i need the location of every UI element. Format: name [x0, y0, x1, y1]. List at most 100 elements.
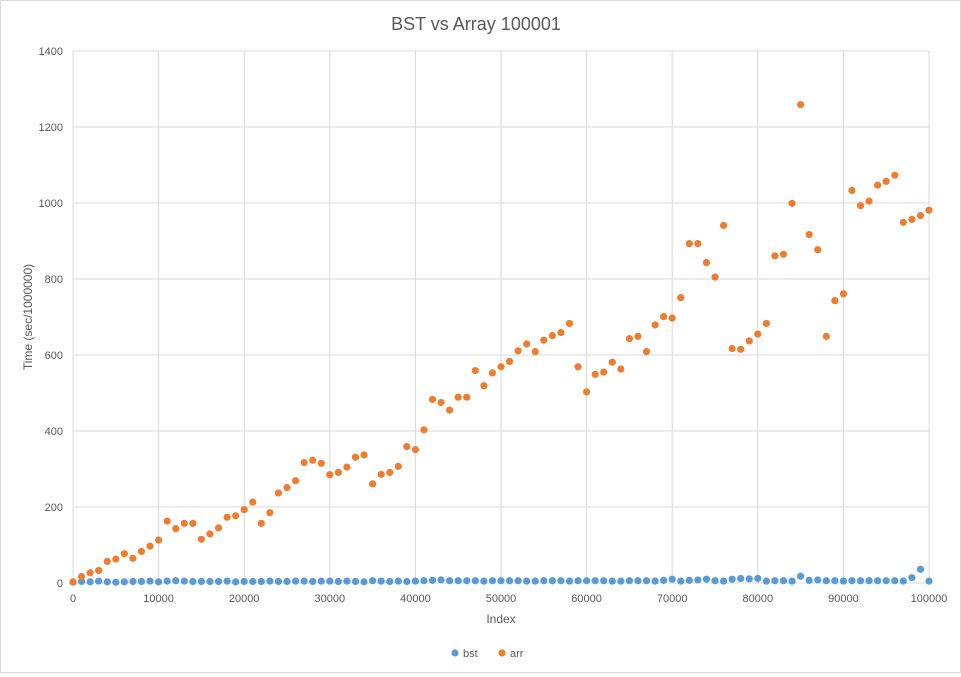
bst-point: [856, 577, 865, 585]
bst-point: [232, 578, 240, 586]
x-axis-title: Index: [486, 612, 515, 626]
arr-point: [848, 186, 856, 195]
series-bst: [69, 565, 933, 586]
x-tick-label: 10000: [143, 593, 174, 605]
arr-point: [480, 382, 488, 390]
bst-point: [317, 577, 325, 585]
x-tick-label: 100000: [911, 593, 948, 605]
arr-point: [266, 509, 274, 517]
arr-point: [420, 426, 428, 434]
y-tick-label: 800: [45, 274, 63, 286]
arr-point: [249, 498, 257, 506]
arr-point: [565, 319, 574, 328]
data-points: [69, 100, 933, 586]
bst-point: [137, 577, 146, 586]
bst-point: [702, 575, 711, 583]
arr-point: [206, 530, 214, 538]
bst-point: [882, 577, 890, 585]
bst-point: [651, 577, 659, 585]
bst-point: [420, 577, 428, 585]
arr-point: [454, 393, 462, 401]
arr-point: [856, 202, 865, 210]
arr-point: [754, 330, 762, 338]
x-tick-label: 70000: [657, 593, 688, 605]
bst-point: [428, 576, 437, 584]
arr-point: [77, 572, 86, 581]
bst-point: [685, 576, 693, 584]
bst-point: [694, 576, 702, 584]
bst-point: [369, 577, 377, 585]
bst-point: [274, 577, 283, 586]
bst-point: [762, 577, 770, 585]
legend-label-arr: arr: [510, 648, 524, 660]
arr-point: [155, 536, 163, 544]
bst-point: [814, 576, 822, 584]
arr-point: [591, 370, 599, 378]
arr-point: [283, 484, 291, 492]
legend-marker-bst: [451, 649, 459, 657]
bst-point: [660, 576, 668, 584]
arr-point: [377, 470, 385, 478]
arr-point: [557, 328, 565, 337]
bst-point: [386, 577, 394, 586]
arr-point: [651, 321, 659, 329]
arr-point: [702, 259, 711, 267]
arr-point: [351, 453, 360, 461]
arr-point: [865, 197, 873, 205]
bst-point: [583, 577, 591, 585]
bst-point: [600, 577, 608, 585]
bst-point: [463, 577, 471, 585]
arr-point: [180, 519, 188, 527]
arr-point: [874, 181, 882, 189]
bst-point: [283, 577, 291, 586]
bst-point: [668, 575, 676, 583]
bst-point: [514, 577, 522, 585]
arr-point: [711, 273, 719, 281]
arr-point: [617, 365, 625, 373]
bst-point: [214, 577, 223, 586]
arr-point: [137, 547, 146, 556]
bst-point: [617, 577, 625, 585]
arr-point: [334, 468, 342, 477]
x-tick-label: 80000: [743, 593, 774, 605]
arr-point: [925, 206, 933, 214]
bst-point: [891, 577, 899, 585]
arr-point: [214, 524, 223, 532]
arr-point: [625, 335, 634, 343]
bst-point: [326, 577, 334, 585]
bst-point: [925, 577, 933, 585]
bst-point: [711, 577, 719, 585]
arr-point: [831, 297, 839, 305]
arr-point: [771, 252, 779, 260]
arr-point: [634, 332, 642, 340]
bst-point: [223, 577, 231, 585]
arr-point: [428, 395, 437, 404]
bst-point: [505, 577, 514, 585]
bst-point: [540, 577, 548, 585]
arr-point: [197, 535, 205, 543]
arr-point: [677, 294, 685, 302]
bst-point: [497, 577, 505, 585]
bst-point: [351, 577, 360, 586]
bst-point: [377, 577, 385, 585]
arr-point: [95, 566, 103, 575]
bst-point: [180, 577, 188, 585]
arr-point: [608, 358, 616, 366]
arr-point: [745, 337, 753, 345]
arr-point: [103, 557, 111, 565]
bst-point: [446, 577, 454, 585]
legend: bst arr: [451, 648, 524, 660]
bst-point: [360, 578, 368, 586]
arr-point: [189, 519, 197, 527]
arr-point: [257, 519, 265, 527]
y-tick-label: 1000: [39, 198, 63, 210]
arr-point: [274, 489, 283, 497]
arr-point: [463, 393, 471, 401]
bst-point: [728, 575, 736, 583]
bst-point: [677, 577, 685, 585]
x-axis-ticks: 0 10000 20000 30000 40000 50000 60000 70000 8000…: [70, 593, 947, 605]
bst-point: [719, 577, 728, 585]
gridlines: [72, 50, 930, 584]
bst-point: [403, 577, 411, 586]
